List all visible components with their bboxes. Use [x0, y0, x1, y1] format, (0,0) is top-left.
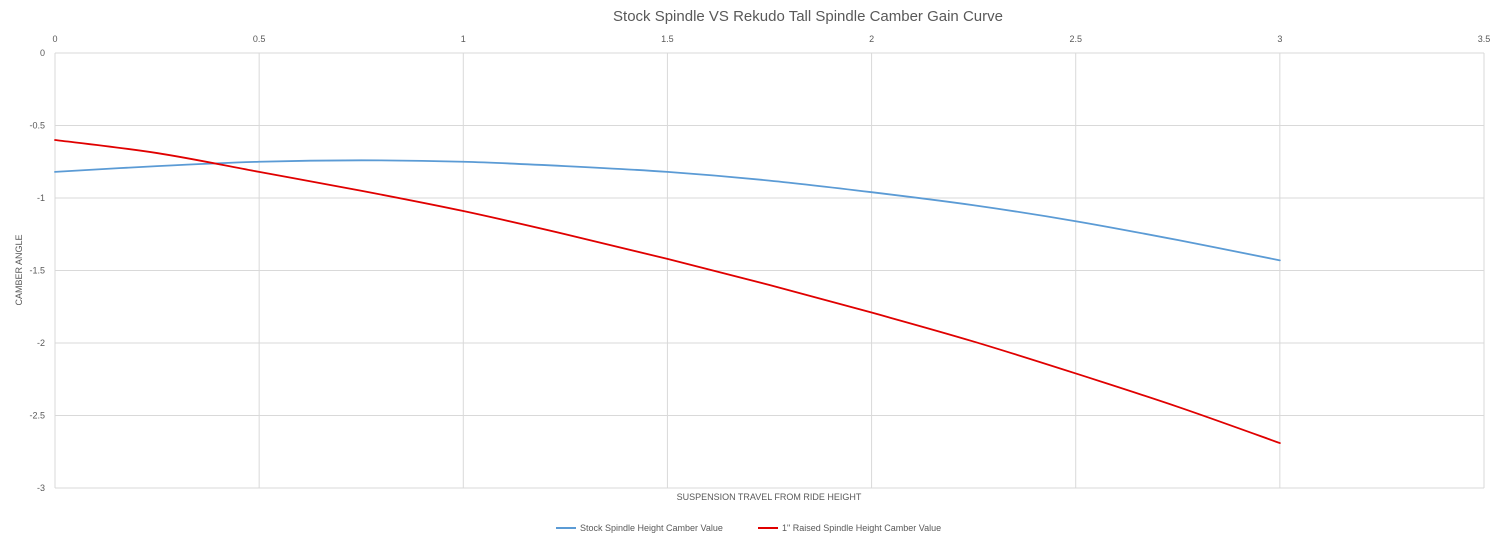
legend-label: Stock Spindle Height Camber Value: [580, 523, 723, 533]
series-line-raised-spindle: [54, 139, 1281, 444]
y-tick-label: -2: [37, 338, 45, 348]
x-tick-label: 1.5: [661, 34, 674, 44]
legend-label: 1" Raised Spindle Height Camber Value: [782, 523, 941, 533]
y-tick-label: -0.5: [29, 121, 45, 131]
chart-title: Stock Spindle VS Rekudo Tall Spindle Cam…: [613, 8, 1003, 25]
x-tick-label: 0: [52, 34, 57, 44]
x-tick-label: 2: [869, 34, 874, 44]
x-axis-title: SUSPENSION TRAVEL FROM RIDE HEIGHT: [677, 492, 862, 502]
y-tick-label: 0: [40, 48, 45, 58]
y-tick-label: -2.5: [29, 411, 45, 421]
series-line-stock-spindle: [54, 159, 1281, 262]
y-axis-title: CAMBER ANGLE: [14, 234, 24, 305]
y-tick-label: -1.5: [29, 266, 45, 276]
gridlines: [54, 52, 1485, 489]
x-tick-label: 2.5: [1069, 34, 1082, 44]
y-tick-label: -1: [37, 193, 45, 203]
tick-labels: 0 0.5 1 1.5 2 2.5 3 3.5 0 -0.5 -1 -1.5 -2 -2.5 -3: [29, 34, 1490, 493]
x-tick-label: 0.5: [253, 34, 266, 44]
series-lines: [54, 139, 1281, 444]
x-tick-label: 1: [461, 34, 466, 44]
x-tick-label: 3.5: [1478, 34, 1491, 44]
legend: Stock Spindle Height Camber Value 1" Rais…: [556, 523, 941, 533]
y-tick-label: -3: [37, 483, 45, 493]
x-tick-label: 3: [1277, 34, 1282, 44]
